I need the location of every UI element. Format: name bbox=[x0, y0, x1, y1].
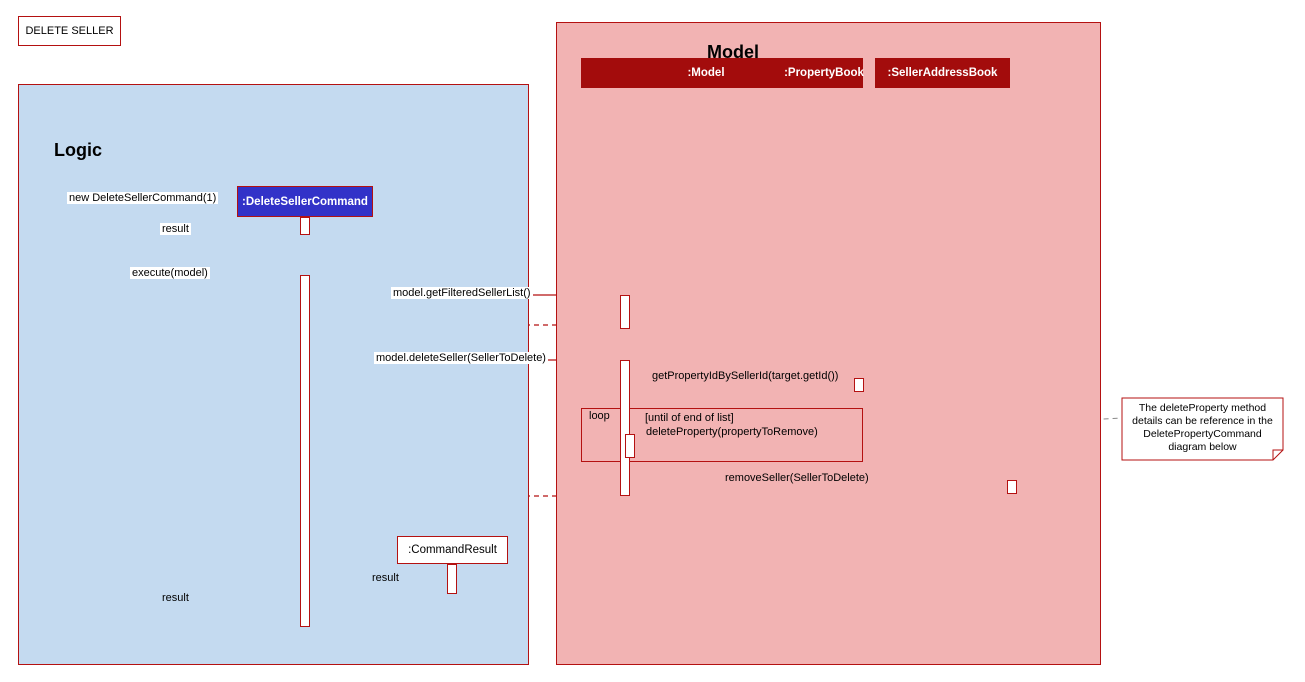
logic-frame-title: Logic bbox=[54, 140, 102, 161]
message-label-0: new DeleteSellerCommand(1) bbox=[67, 192, 218, 204]
message-label-15: result bbox=[160, 592, 191, 604]
activation-3 bbox=[620, 295, 630, 329]
lifeline-header-label-0: :DeleteSellerCommand bbox=[225, 186, 385, 217]
model-frame bbox=[556, 22, 1101, 665]
activation-1 bbox=[300, 275, 310, 627]
activation-2 bbox=[447, 564, 457, 594]
loop-guard-label: [until of end of list] bbox=[645, 412, 734, 424]
message-label-3: model.getFilteredSellerList() bbox=[391, 287, 533, 299]
activation-6 bbox=[854, 378, 864, 392]
loop-tag-label: loop bbox=[589, 410, 610, 422]
message-label-14: result bbox=[370, 572, 401, 584]
lifeline-header-label-4: :SellerAddressBook bbox=[863, 58, 1023, 88]
message-label-2: execute(model) bbox=[130, 267, 210, 279]
message-label-6: getPropertyIdBySellerId(target.getId()) bbox=[650, 370, 840, 382]
activation-4 bbox=[620, 360, 630, 496]
message-label-1: result bbox=[160, 223, 191, 235]
title-box: DELETE SELLER bbox=[18, 16, 121, 46]
message-label-10: removeSeller(SellerToDelete) bbox=[723, 472, 871, 484]
activation-7 bbox=[1007, 480, 1017, 494]
lifeline-header-label-1: :CommandResult bbox=[373, 536, 533, 564]
activation-0 bbox=[300, 217, 310, 235]
message-label-8: deleteProperty(propertyToRemove) bbox=[644, 426, 820, 438]
activation-5 bbox=[625, 434, 635, 458]
note-text: The deleteProperty methoddetails can be … bbox=[1126, 402, 1279, 454]
message-label-5: model.deleteSeller(SellerToDelete) bbox=[374, 352, 548, 364]
